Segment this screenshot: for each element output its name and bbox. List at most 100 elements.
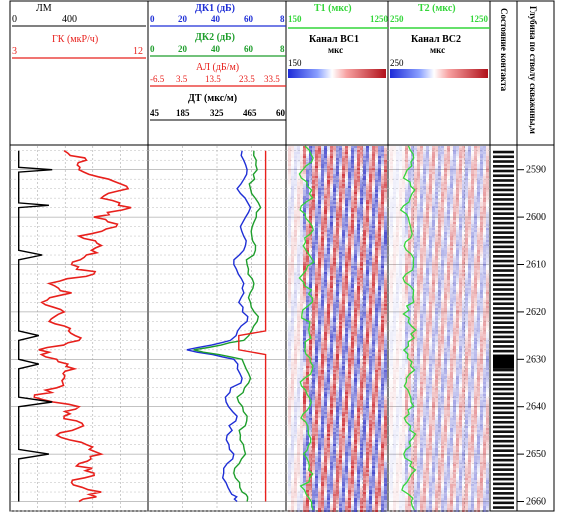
vdl-cell [318, 336, 321, 338]
vdl-cell [324, 392, 327, 394]
vdl-cell [291, 206, 294, 208]
vdl-cell [378, 186, 381, 188]
vdl-cell [357, 216, 360, 218]
vdl-cell [378, 170, 381, 172]
vdl-cell [366, 176, 369, 178]
vdl-cell [327, 216, 330, 218]
vdl-cell [378, 290, 381, 292]
vdl-cell [345, 308, 348, 310]
vdl-cell [312, 252, 315, 254]
vdl-cell [339, 412, 342, 414]
vdl-cell [297, 424, 300, 426]
vdl-cell [324, 344, 327, 346]
vdl-cell [324, 204, 327, 206]
vdl-cell [321, 334, 324, 336]
vdl-cell [294, 152, 297, 154]
vdl-cell [372, 266, 375, 268]
vdl-cell [309, 160, 312, 162]
vdl-cell [381, 270, 384, 272]
vdl-cell [354, 374, 357, 376]
vdl-cell [294, 184, 297, 186]
vdl-cell [384, 430, 387, 432]
vdl-cell [321, 300, 324, 302]
vdl-cell [327, 334, 330, 336]
vdl-cell [381, 430, 384, 432]
vdl-cell [360, 182, 363, 184]
vdl-cell [342, 400, 345, 402]
vdl-cell [309, 206, 312, 208]
vdl-cell [354, 290, 357, 292]
vdl-cell [330, 404, 333, 406]
vdl-cell [297, 232, 300, 234]
vdl-cell [318, 302, 321, 304]
vdl-cell [354, 424, 357, 426]
vdl-cell [351, 156, 354, 158]
vdl-cell [360, 272, 363, 274]
vdl-cell [303, 258, 306, 260]
vdl-cell [318, 148, 321, 150]
vdl-cell [291, 346, 294, 348]
vdl-cell [381, 388, 384, 390]
vdl-cell [315, 248, 318, 250]
vdl-cell [339, 154, 342, 156]
vdl-cell [327, 236, 330, 238]
vdl-cell [372, 156, 375, 158]
vdl-cell [357, 378, 360, 380]
vdl-cell [366, 324, 369, 326]
vdl-cell [318, 182, 321, 184]
vdl-cell [366, 410, 369, 412]
vdl-cell [306, 196, 309, 198]
vdl-cell [342, 414, 345, 416]
vdl-cell [336, 312, 339, 314]
vdl-cell [306, 276, 309, 278]
vdl-cell [381, 174, 384, 176]
vdl-cell [291, 408, 294, 410]
vdl-cell [357, 328, 360, 330]
vdl-cell [357, 354, 360, 356]
vdl-cell [348, 368, 351, 370]
vdl-cell [333, 212, 336, 214]
vdl-cell [375, 202, 378, 204]
vdl-cell [309, 268, 312, 270]
vdl-cell [360, 396, 363, 398]
vdl-cell [378, 278, 381, 280]
vdl-cell [372, 400, 375, 402]
vdl-cell [324, 362, 327, 364]
vdl-cell [306, 230, 309, 232]
vdl-cell [306, 218, 309, 220]
vdl-cell [363, 320, 366, 322]
vdl-cell [381, 318, 384, 320]
vdl-cell [357, 330, 360, 332]
vdl-cell [330, 216, 333, 218]
vdl-cell [315, 430, 318, 432]
vdl-cell [372, 326, 375, 328]
vdl-cell [315, 242, 318, 244]
vdl-cell [288, 264, 291, 266]
vdl-cell [378, 150, 381, 152]
vdl-cell [360, 268, 363, 270]
vdl-cell [375, 242, 378, 244]
vdl-cell [300, 338, 303, 340]
vdl-cell [327, 352, 330, 354]
vdl-cell [309, 376, 312, 378]
vdl-cell [381, 260, 384, 262]
vdl-cell [384, 336, 387, 338]
vdl-cell [336, 274, 339, 276]
vdl-cell [327, 354, 330, 356]
vdl-cell [348, 392, 351, 394]
vdl-cell [315, 264, 318, 266]
vdl-cell [342, 206, 345, 208]
vdl-cell [375, 222, 378, 224]
vdl-cell [321, 198, 324, 200]
vdl-cell [318, 258, 321, 260]
vdl-cell [366, 212, 369, 214]
vdl-cell [372, 330, 375, 332]
vdl-cell [357, 262, 360, 264]
vdl-cell [300, 194, 303, 196]
vdl-cell [369, 370, 372, 372]
vdl-cell [372, 252, 375, 254]
vdl-cell [291, 256, 294, 258]
vdl-cell [306, 368, 309, 370]
vdl-cell [336, 292, 339, 294]
vdl-cell [351, 312, 354, 314]
